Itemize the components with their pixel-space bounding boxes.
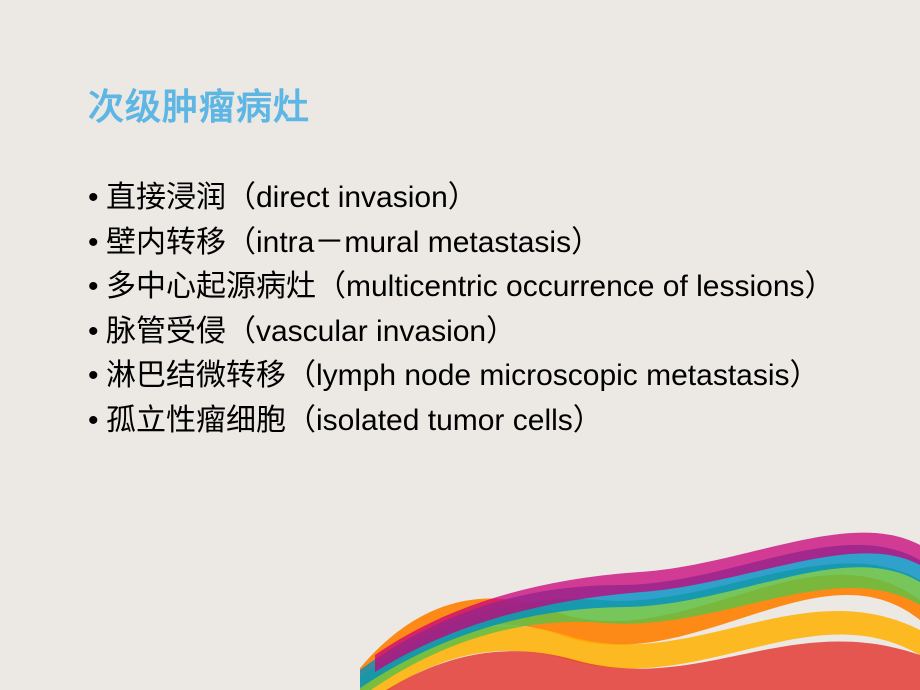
slide-title: 次级肿瘤病灶 bbox=[88, 78, 832, 130]
slide: 次级肿瘤病灶 直接浸润（direct invasion） 壁内转移（intra－… bbox=[0, 0, 920, 690]
list-item: 孤立性瘤细胞（isolated tumor cells） bbox=[88, 401, 832, 442]
ribbon-decoration-icon bbox=[360, 460, 920, 690]
list-item: 淋巴结微转移（lymph node microscopic metastasis… bbox=[88, 356, 832, 397]
list-item: 脉管受侵（vascular invasion） bbox=[88, 312, 832, 353]
list-item: 多中心起源病灶（multicentric occurrence of lessi… bbox=[88, 267, 832, 308]
list-item: 直接浸润（direct invasion） bbox=[88, 178, 832, 219]
list-item: 壁内转移（intra－mural metastasis） bbox=[88, 223, 832, 264]
bullet-list: 直接浸润（direct invasion） 壁内转移（intra－mural m… bbox=[88, 178, 832, 441]
